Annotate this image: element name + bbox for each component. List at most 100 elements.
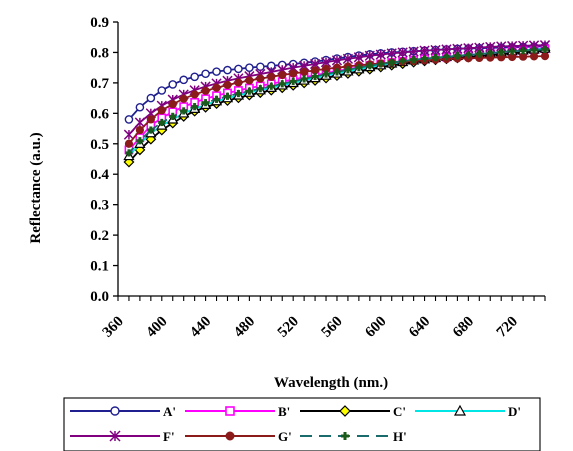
data-point	[541, 45, 549, 53]
data-point	[168, 80, 178, 89]
data-point	[191, 103, 199, 111]
x-tick-label: 600	[362, 314, 389, 341]
x-tick-label: 440	[187, 314, 214, 341]
data-point	[442, 53, 451, 61]
data-point	[223, 65, 232, 75]
data-point	[540, 51, 550, 61]
y-tick-label: 0.9	[90, 15, 109, 31]
legend-label: D'	[508, 404, 521, 419]
data-point	[180, 107, 188, 115]
data-point	[223, 80, 232, 90]
y-tick-label: 0.6	[90, 106, 109, 122]
legend-item: D'	[415, 404, 521, 419]
data-point	[125, 149, 133, 157]
legend-item: A'	[70, 404, 176, 419]
data-point	[453, 404, 467, 416]
data-point	[147, 126, 155, 134]
x-tick-label: 520	[275, 314, 302, 341]
data-point	[146, 115, 155, 124]
data-point	[245, 63, 254, 72]
x-tick-label: 560	[319, 314, 346, 341]
data-point	[386, 48, 397, 59]
data-point	[267, 82, 275, 90]
legend-label: H'	[393, 429, 407, 444]
x-tick-label: 640	[406, 314, 433, 341]
data-point	[408, 46, 419, 57]
data-point	[475, 50, 483, 58]
data-point	[278, 80, 286, 88]
data-point	[278, 70, 287, 80]
data-point	[430, 44, 441, 56]
data-point	[463, 43, 474, 54]
x-tick-label: 480	[231, 314, 258, 341]
plot-area	[117, 22, 545, 297]
data-point	[300, 75, 308, 83]
data-point	[399, 57, 407, 65]
data-point	[300, 67, 309, 77]
data-point	[420, 54, 429, 63]
data-point	[136, 137, 144, 145]
data-point	[364, 50, 375, 61]
legend-box	[63, 397, 541, 451]
x-tick-label: 400	[143, 314, 170, 341]
legend-label: C'	[393, 404, 406, 419]
legend-item: C'	[300, 404, 406, 419]
data-point	[158, 118, 166, 127]
data-point	[157, 86, 167, 95]
data-point	[441, 44, 452, 55]
data-point	[168, 100, 177, 109]
data-point	[431, 54, 440, 62]
y-tick-label: 0.0	[90, 289, 109, 305]
data-point	[331, 55, 343, 66]
legend-item: F'	[70, 429, 175, 444]
series-line	[128, 48, 546, 154]
data-point	[201, 86, 210, 95]
legend-item: B'	[185, 404, 290, 419]
data-point	[179, 75, 188, 85]
y-tick-label: 0.2	[90, 228, 109, 244]
data-point	[289, 77, 297, 85]
data-point	[377, 60, 385, 68]
data-point	[169, 112, 177, 120]
data-point	[212, 83, 221, 92]
data-point	[267, 72, 276, 81]
data-point	[452, 43, 463, 54]
y-tick-label: 0.8	[90, 45, 109, 61]
data-point	[530, 46, 538, 54]
y-tick-label: 0.5	[90, 137, 109, 153]
data-point	[410, 56, 418, 64]
data-point	[123, 129, 135, 140]
data-point	[453, 52, 462, 60]
data-point	[344, 66, 352, 74]
x-axis-title: Wavelength (nm.)	[274, 375, 388, 391]
data-point	[190, 72, 199, 82]
data-point	[486, 49, 494, 57]
data-point	[212, 95, 221, 103]
data-point	[355, 64, 363, 72]
y-axis-ticks: 0.0 0.1 0.2 0.3 0.4 0.5 0.6 0.7 0.8 0.9	[90, 15, 118, 305]
data-point	[388, 58, 396, 67]
data-point	[212, 67, 221, 76]
x-axis-ticks: 360 400 440 480 520 560 600 640 680 720	[100, 296, 546, 341]
legend-label: B'	[278, 404, 290, 419]
data-point	[342, 53, 354, 64]
x-tick-label: 680	[450, 314, 477, 341]
data-point	[397, 47, 408, 58]
data-point	[333, 68, 341, 76]
data-point	[245, 76, 254, 85]
series-g	[124, 51, 550, 148]
data-point	[124, 139, 134, 148]
data-point	[256, 62, 265, 72]
data-point	[519, 47, 527, 55]
data-point	[529, 52, 539, 61]
data-point	[339, 405, 351, 417]
data-point	[508, 47, 516, 55]
legend-item: H'	[300, 429, 407, 444]
data-point	[245, 87, 253, 95]
data-point	[135, 125, 144, 135]
legend-label: A'	[163, 404, 176, 419]
data-point	[311, 72, 319, 81]
y-tick-label: 0.1	[90, 259, 109, 275]
data-point	[110, 406, 120, 416]
data-point	[497, 48, 505, 56]
